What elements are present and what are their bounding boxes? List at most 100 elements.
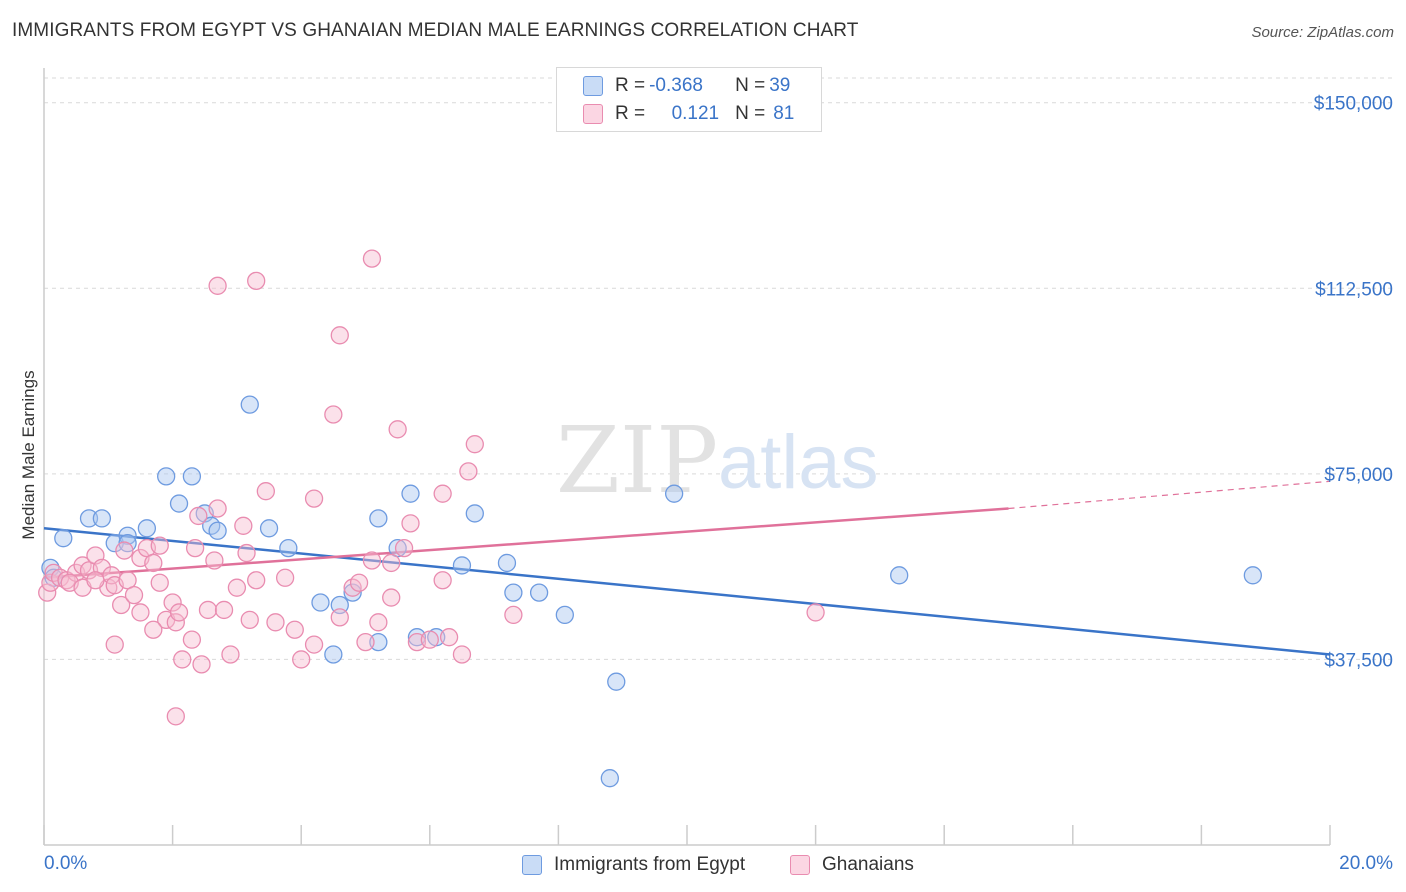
ghanaian-point (382, 588, 401, 607)
egypt-point (324, 645, 343, 664)
egypt-trend-line (43, 527, 1331, 656)
bottom-legend-label-egypt: Immigrants from Egypt (554, 854, 746, 875)
legend-swatch-egypt (583, 76, 603, 96)
bottom-legend-ghanaians: Ghanaians (790, 852, 914, 878)
ghanaian-point (124, 585, 144, 605)
legend-r-value: -0.368 (649, 75, 703, 96)
legend-swatch-ghanaians (583, 104, 603, 124)
ghanaian-point (112, 595, 131, 615)
ghanaian-point (166, 613, 185, 632)
ghanaian-point (275, 568, 295, 587)
trend-lines (43, 480, 1331, 656)
ghanaian-point (214, 600, 234, 620)
egypt-point (330, 595, 349, 615)
legend-r-value: 0.121 (671, 103, 720, 124)
legend-r-label: R = (615, 103, 646, 124)
tick-labels: $37,500 $75,000 $112,500 $150,000 0.0% 20.0% (44, 94, 1393, 874)
egypt-point (182, 467, 202, 486)
egypt-point (1243, 566, 1262, 585)
bottom-legend-swatch-egypt (522, 855, 542, 875)
ghanaian-point (192, 655, 211, 674)
ghanaian-point (806, 603, 825, 622)
egypt-point (497, 553, 517, 573)
legend-n-value: 39 (769, 75, 791, 96)
egypt-point (664, 484, 684, 503)
ghanaian-point (420, 630, 439, 649)
egypt-point (157, 467, 176, 486)
ghanaian-point (256, 482, 275, 501)
ghanaian-trend-line (43, 507, 1009, 580)
egypt-point (890, 566, 909, 585)
ghanaian-point (349, 573, 369, 592)
egypt-point (208, 521, 227, 540)
egypt-point (311, 593, 330, 612)
ghanaian-point (369, 613, 388, 632)
egypt-point (369, 509, 388, 528)
ghanaian-point (304, 635, 324, 654)
ghanaian-point (452, 645, 472, 664)
ghanaian-point (304, 489, 324, 508)
ghanaian-point (388, 420, 407, 439)
egypt-point (118, 526, 137, 545)
ghanaian-point (285, 620, 304, 639)
bottom-legend-egypt: Immigrants from Egypt (522, 852, 745, 878)
ghanaian-point (221, 645, 240, 664)
egypt-point (465, 504, 484, 523)
egypt-point (600, 769, 619, 788)
egypt-point (343, 583, 362, 602)
watermark: ZIP atlas (556, 407, 879, 514)
ghanaian-point (144, 620, 163, 639)
ghanaian-point (57, 571, 76, 590)
ghanaian-point (115, 541, 134, 560)
ghanaian-point (234, 516, 253, 535)
ghanaian-point (189, 506, 208, 526)
legend-n-label: N = (735, 103, 766, 124)
watermark-zip: ZIP (556, 407, 718, 514)
ghanaian-point (173, 650, 192, 669)
ghanaian-point (247, 571, 266, 590)
ghanaian-point (208, 499, 227, 518)
egypt-point (240, 395, 259, 414)
legend-n-value: 81 (773, 103, 795, 124)
ghanaian-point (38, 583, 57, 602)
ghanaian-point (182, 630, 202, 649)
legend-n-label: N = (735, 75, 766, 96)
egypt-point (79, 509, 99, 528)
ghanaian-point (324, 405, 343, 424)
ghanaian-point (131, 603, 150, 622)
y-tick-label: $37,500 (1324, 650, 1393, 671)
egypt-point (259, 519, 279, 538)
egypt-point (401, 484, 420, 503)
egypt-point (54, 529, 73, 548)
legend-r-label: R = (615, 75, 646, 96)
y-tick-label: $150,000 (1314, 94, 1393, 115)
y-tick-label: $75,000 (1324, 465, 1393, 486)
ghanaian-point (401, 514, 420, 533)
egypt-point (504, 583, 523, 602)
ghanaian-point (362, 249, 382, 268)
chart-title: IMMIGRANTS FROM EGYPT VS GHANAIAN MEDIAN… (12, 20, 859, 41)
ghanaian-point (105, 635, 124, 654)
ghanaian-point (198, 600, 218, 620)
egypt-point (607, 672, 626, 691)
ghanaian-point (150, 536, 169, 555)
ghanaian-point (362, 551, 382, 570)
ghanaian-point (208, 276, 227, 295)
ghanaian-point (433, 571, 452, 590)
egypt-point (452, 556, 472, 575)
ghanaian-point (433, 484, 452, 503)
ghanaian-point (356, 632, 375, 652)
ghanaian-point (163, 593, 182, 612)
ghanaian-point (237, 543, 256, 563)
egypt-point (137, 519, 157, 538)
ghanaian-point (504, 605, 523, 625)
ghanaian-point (382, 553, 401, 573)
data-points (38, 249, 1262, 788)
ghanaian-point (330, 326, 349, 345)
legend-row-ghanaians: R = 0.121 N = 81 (583, 101, 794, 127)
egypt-point (41, 558, 60, 578)
ghanaian-point (185, 538, 205, 558)
ghanaian-point (166, 707, 185, 726)
ghanaian-point (459, 462, 478, 481)
